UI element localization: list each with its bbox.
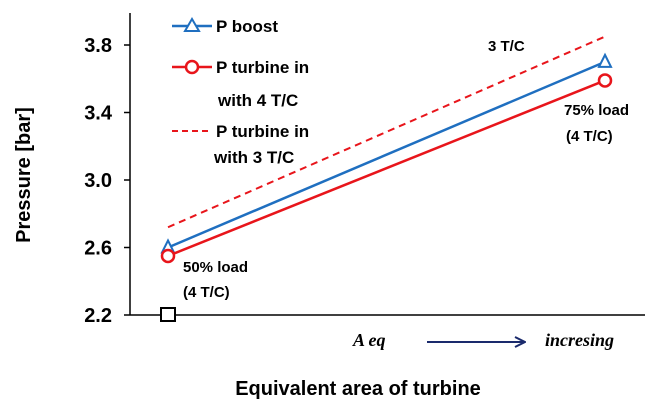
annotation-3tc: 3 T/C (488, 38, 525, 55)
series-1-point-1 (597, 73, 613, 88)
series-0-point-1 (597, 52, 613, 68)
legend-circle-icon (184, 59, 200, 75)
y-tick-label: 3.0 (84, 170, 112, 192)
x-axis-title: Equivalent area of turbine (235, 378, 481, 400)
series-line-0 (167, 60, 606, 249)
x-label-increasing: incresing (545, 330, 614, 350)
legend: P boost P turbine in with 4 T/C P turbin… (172, 17, 309, 167)
series-line-2 (167, 35, 606, 229)
annotation-start-load-line1: 50% load (183, 259, 248, 276)
annotation-start-load-line2: (4 T/C) (183, 284, 230, 301)
annotation-end-load-line2: (4 T/C) (566, 128, 613, 145)
origin-marker (160, 307, 176, 322)
y-ticks: 2.2 2.6 3.0 3.4 3.8 (84, 35, 130, 327)
series-line-1 (167, 79, 606, 258)
y-axis-title: Pressure [bar] (13, 107, 35, 243)
legend-label-p-boost: P boost (216, 17, 278, 36)
y-tick-label: 3.8 (84, 35, 112, 57)
legend-label-p-turbine-3tc-line2: with 3 T/C (213, 148, 294, 167)
y-tick-label: 2.2 (84, 305, 112, 327)
x-label-a-eq: A eq (352, 330, 386, 350)
annotation-end-load-line1: 75% load (564, 102, 629, 119)
y-tick-label: 2.6 (84, 238, 112, 260)
series-group (160, 35, 613, 264)
series-1-point-0 (160, 248, 176, 264)
legend-label-p-turbine-3tc-line1: P turbine in (216, 122, 309, 141)
y-tick-label: 3.4 (84, 103, 113, 125)
legend-triangle-icon (183, 17, 201, 32)
legend-label-p-turbine-4tc-line2: with 4 T/C (217, 91, 298, 110)
legend-label-p-turbine-4tc-line1: P turbine in (216, 58, 309, 77)
